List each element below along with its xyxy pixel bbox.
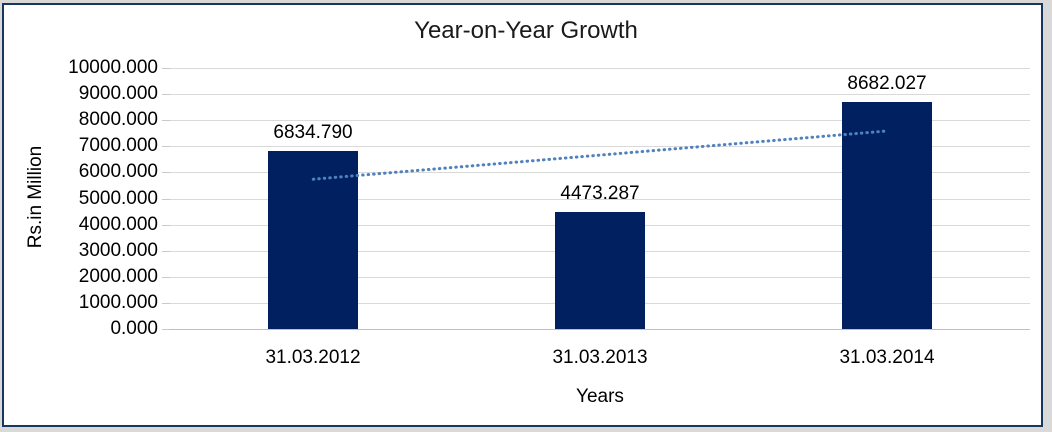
y-tick-label: 3000.000 xyxy=(78,240,158,261)
x-category-label: 31.03.2013 xyxy=(552,347,648,368)
bar-value-label: 8682.027 xyxy=(847,73,927,94)
chart-title: Year-on-Year Growth xyxy=(414,17,638,44)
y-tick-mark xyxy=(162,303,170,304)
x-category-label: 31.03.2014 xyxy=(839,347,935,368)
y-tick-label: 10000.000 xyxy=(68,57,158,78)
gridline xyxy=(170,199,1030,200)
y-tick-mark xyxy=(162,199,170,200)
y-tick-mark xyxy=(162,120,170,121)
gridline xyxy=(170,329,1030,330)
y-tick-mark xyxy=(162,94,170,95)
y-tick-label: 2000.000 xyxy=(78,266,158,287)
trendline xyxy=(311,129,889,181)
gridline xyxy=(170,68,1030,69)
y-tick-mark xyxy=(162,251,170,252)
y-tick-mark xyxy=(162,277,170,278)
y-tick-label: 6000.000 xyxy=(78,161,158,182)
bar xyxy=(842,102,932,329)
bar-value-label: 4473.287 xyxy=(560,183,640,204)
bar xyxy=(555,212,645,329)
gridline xyxy=(170,120,1030,121)
y-tick-label: 8000.000 xyxy=(78,109,158,130)
x-category-label: 31.03.2012 xyxy=(265,347,361,368)
y-tick-label: 4000.000 xyxy=(78,214,158,235)
y-tick-label: 5000.000 xyxy=(78,188,158,209)
y-tick-mark xyxy=(162,225,170,226)
y-tick-label: 9000.000 xyxy=(78,83,158,104)
y-tick-label: 7000.000 xyxy=(78,135,158,156)
gridline xyxy=(170,146,1030,147)
bar-value-label: 6834.790 xyxy=(273,122,353,143)
y-tick-label: 1000.000 xyxy=(78,292,158,313)
y-tick-mark xyxy=(162,329,170,330)
y-tick-mark xyxy=(162,172,170,173)
y-tick-mark xyxy=(162,68,170,69)
gridline xyxy=(170,172,1030,173)
y-tick-mark xyxy=(162,146,170,147)
y-tick-label: 0.000 xyxy=(110,318,158,339)
gridline xyxy=(170,94,1030,95)
x-axis-title: Years xyxy=(576,386,624,407)
